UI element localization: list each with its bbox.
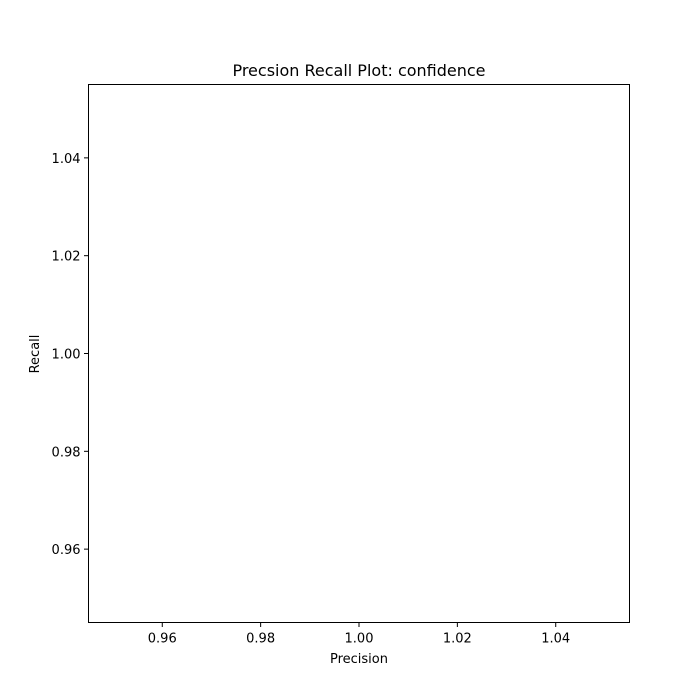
chart-title: Precsion Recall Plot: confidence — [232, 61, 485, 80]
y-axis-label: Recall — [28, 335, 43, 374]
plot-area-frame — [88, 84, 630, 623]
x-tick-label: 1.02 — [443, 632, 472, 647]
y-tick-label: 1.02 — [52, 250, 81, 265]
y-tick-label: 1.04 — [52, 152, 81, 167]
x-tick-label: 1.00 — [345, 632, 374, 647]
x-axis-label: Precision — [330, 652, 388, 667]
y-tick-label: 1.00 — [52, 348, 81, 363]
y-axis: 0.96 0.98 1.00 1.02 1.04 — [52, 152, 89, 558]
y-tick-label: 0.98 — [52, 445, 81, 460]
x-tick-label: 1.04 — [541, 632, 570, 647]
x-axis: 0.96 0.98 1.00 1.02 1.04 — [148, 622, 570, 647]
x-tick-label: 0.98 — [246, 632, 275, 647]
y-tick-label: 0.96 — [52, 543, 81, 558]
x-tick-label: 0.96 — [148, 632, 177, 647]
